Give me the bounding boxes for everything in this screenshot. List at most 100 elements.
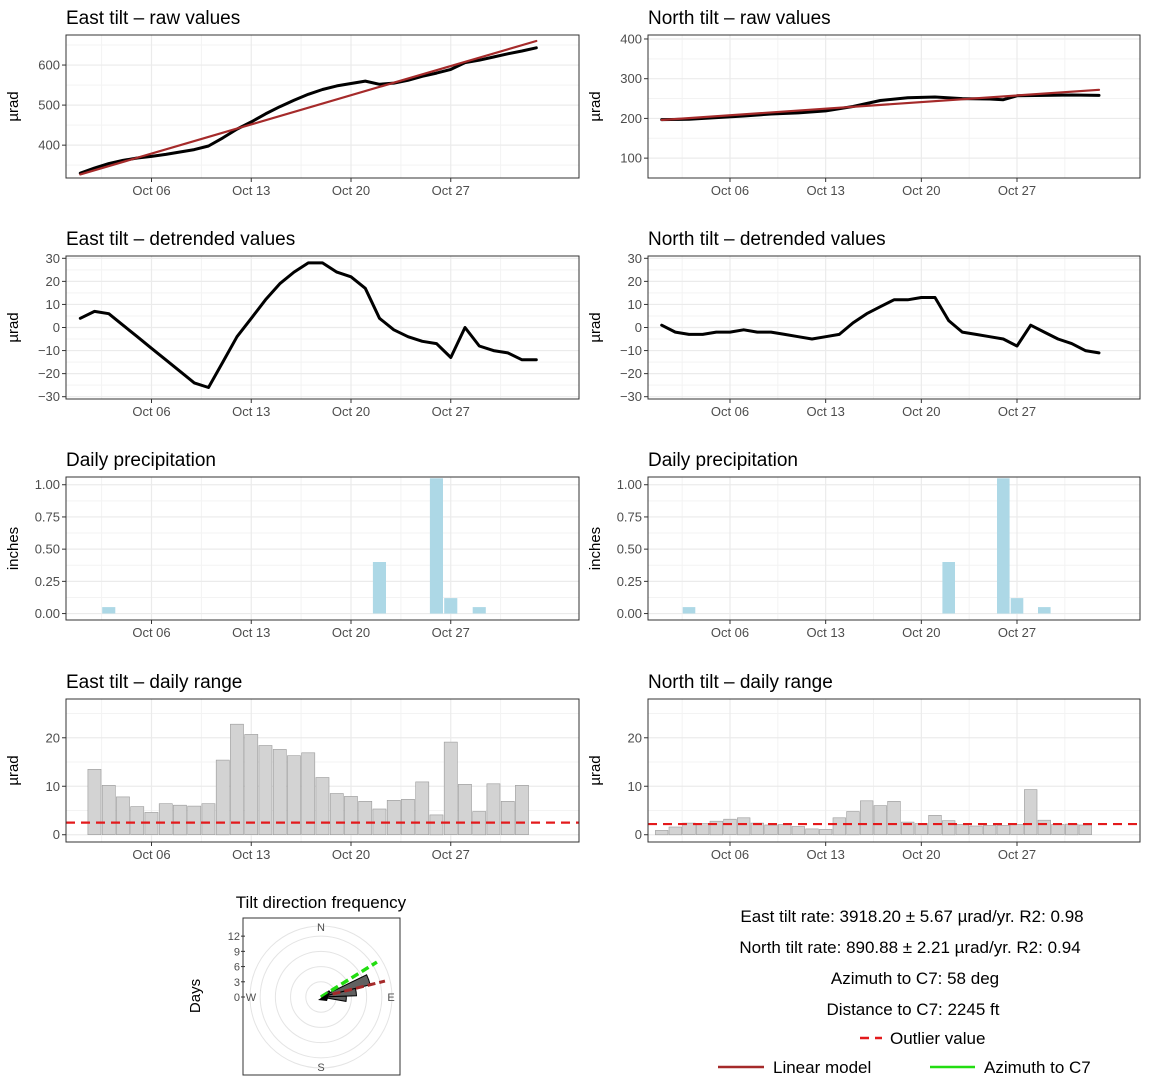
x-tick-label: Oct 06	[711, 404, 749, 419]
y-tick-label: 0.25	[35, 574, 60, 589]
x-tick-label: Oct 06	[132, 847, 170, 862]
daily-range-bar	[358, 800, 373, 835]
daily-range-bar	[486, 783, 501, 835]
x-tick-label: Oct 06	[711, 625, 749, 640]
daily-range-bar	[215, 759, 230, 836]
daily-range-bar	[315, 777, 330, 836]
daily-range-bar	[914, 823, 928, 835]
y-tick-label: 10	[46, 779, 60, 794]
y-tick-label: 30	[46, 251, 60, 266]
daily-range-bar	[1078, 824, 1092, 835]
rose-direction-label: N	[317, 922, 325, 934]
y-tick-label: 10	[628, 779, 642, 794]
panel-border	[647, 476, 1141, 621]
y-tick-label: 10	[628, 297, 642, 312]
daily-range-bar	[778, 824, 792, 835]
y-tick-label: −20	[620, 366, 642, 381]
legend-azimuth-label: Azimuth to C7	[984, 1058, 1091, 1077]
y-tick-label: 1.00	[35, 477, 60, 492]
x-tick-label: Oct 13	[807, 183, 845, 198]
precip-bar	[942, 562, 955, 614]
daily-range-bar	[791, 826, 805, 835]
rose-r-tick-label: 6	[234, 962, 240, 974]
rose-direction-label: E	[387, 992, 394, 1004]
plot-background	[648, 477, 1140, 620]
daily-range-bar	[764, 824, 778, 835]
rose-r-tick-label: 9	[234, 946, 240, 958]
panel-border	[65, 698, 580, 843]
panel-east_detrended: East tilt – detrended values Oct 06 Oct 13…	[5, 229, 580, 419]
y-tick-label: 0.50	[617, 542, 642, 557]
daily-range-bar	[258, 745, 273, 835]
rose-r-tick-label: 0	[234, 992, 240, 1004]
rose-panel: Tilt direction frequency Days 0 3 6 9 12 N E S W	[187, 893, 407, 1076]
panel-north_precip: Daily precipitation Oct 06 Oct 13 Oct 20 Oct…	[587, 450, 1141, 640]
distance-text: Distance to C7: 2245 ft	[827, 1000, 1000, 1019]
daily-range-bar	[969, 825, 983, 835]
panel-title: Daily precipitation	[66, 450, 216, 471]
rose-direction-label: S	[317, 1062, 324, 1074]
daily-range-bar	[130, 806, 145, 835]
panel-east_range: East tilt – daily range Oct 06 Oct 13 Oct 2…	[5, 672, 580, 862]
daily-range-bar	[996, 825, 1010, 835]
rose-ring	[290, 966, 352, 1028]
tilt-series-line	[660, 296, 1101, 355]
x-tick-label: Oct 27	[432, 404, 470, 419]
x-tick-label: Oct 20	[332, 625, 370, 640]
y-tick-label: 600	[38, 58, 60, 73]
y-tick-label: 0.00	[617, 606, 642, 621]
x-tick-label: Oct 06	[132, 404, 170, 419]
tilt-series-line	[78, 46, 538, 175]
panel-title: North tilt – raw values	[648, 8, 831, 29]
panel-east_precip: Daily precipitation Oct 06 Oct 13 Oct 20 Oct…	[5, 450, 580, 640]
x-tick-label: Oct 13	[807, 404, 845, 419]
y-tick-label: −10	[620, 343, 642, 358]
panel-north_range: North tilt – daily range Oct 06 Oct 13 Oct …	[587, 672, 1141, 862]
daily-range-bar	[668, 826, 682, 836]
daily-range-bar	[230, 723, 244, 836]
y-tick-label: 0.75	[35, 509, 60, 524]
y-axis-label: µrad	[587, 91, 604, 121]
x-tick-label: Oct 13	[807, 847, 845, 862]
precip-bar	[682, 607, 696, 614]
y-axis-label: µrad	[587, 312, 604, 342]
x-tick-label: Oct 27	[432, 183, 470, 198]
daily-range-bar	[723, 818, 737, 836]
panel-border	[65, 34, 580, 179]
panel-east_raw: East tilt – raw values Oct 06 Oct 13 Oct 20…	[5, 8, 580, 198]
y-tick-label: 0	[53, 320, 60, 335]
plot-background	[66, 477, 579, 620]
y-tick-label: 400	[38, 138, 60, 153]
daily-range-bar	[737, 817, 751, 836]
x-tick-label: Oct 13	[232, 183, 270, 198]
y-axis-label: inches	[587, 527, 604, 570]
y-tick-label: 0.00	[35, 606, 60, 621]
x-tick-label: Oct 27	[998, 404, 1036, 419]
daily-range-bar	[901, 821, 915, 835]
precip-bar	[444, 598, 458, 614]
y-tick-label: 30	[628, 251, 642, 266]
panel-title: East tilt – daily range	[66, 672, 242, 693]
y-axis-label: inches	[5, 527, 22, 570]
panel-border	[65, 476, 580, 621]
daily-range-bar	[819, 829, 833, 836]
daily-range-bar	[458, 783, 472, 835]
daily-range-bar	[287, 755, 301, 836]
x-tick-label: Oct 27	[998, 847, 1036, 862]
daily-range-bar	[272, 749, 287, 836]
panel-title: East tilt – raw values	[66, 8, 240, 29]
rose-r-tick-label: 12	[228, 931, 240, 943]
daily-range-bar	[201, 803, 216, 836]
daily-range-bar	[655, 830, 669, 836]
daily-range-bar	[415, 781, 430, 836]
daily-range-bar	[301, 752, 316, 835]
x-tick-label: Oct 27	[432, 847, 470, 862]
y-tick-label: 100	[620, 151, 642, 166]
x-tick-label: Oct 27	[432, 625, 470, 640]
x-tick-label: Oct 13	[807, 625, 845, 640]
x-tick-label: Oct 20	[332, 404, 370, 419]
panel-title: East tilt – detrended values	[66, 229, 295, 250]
daily-range-bar	[116, 796, 130, 836]
daily-range-bar	[1024, 789, 1038, 835]
